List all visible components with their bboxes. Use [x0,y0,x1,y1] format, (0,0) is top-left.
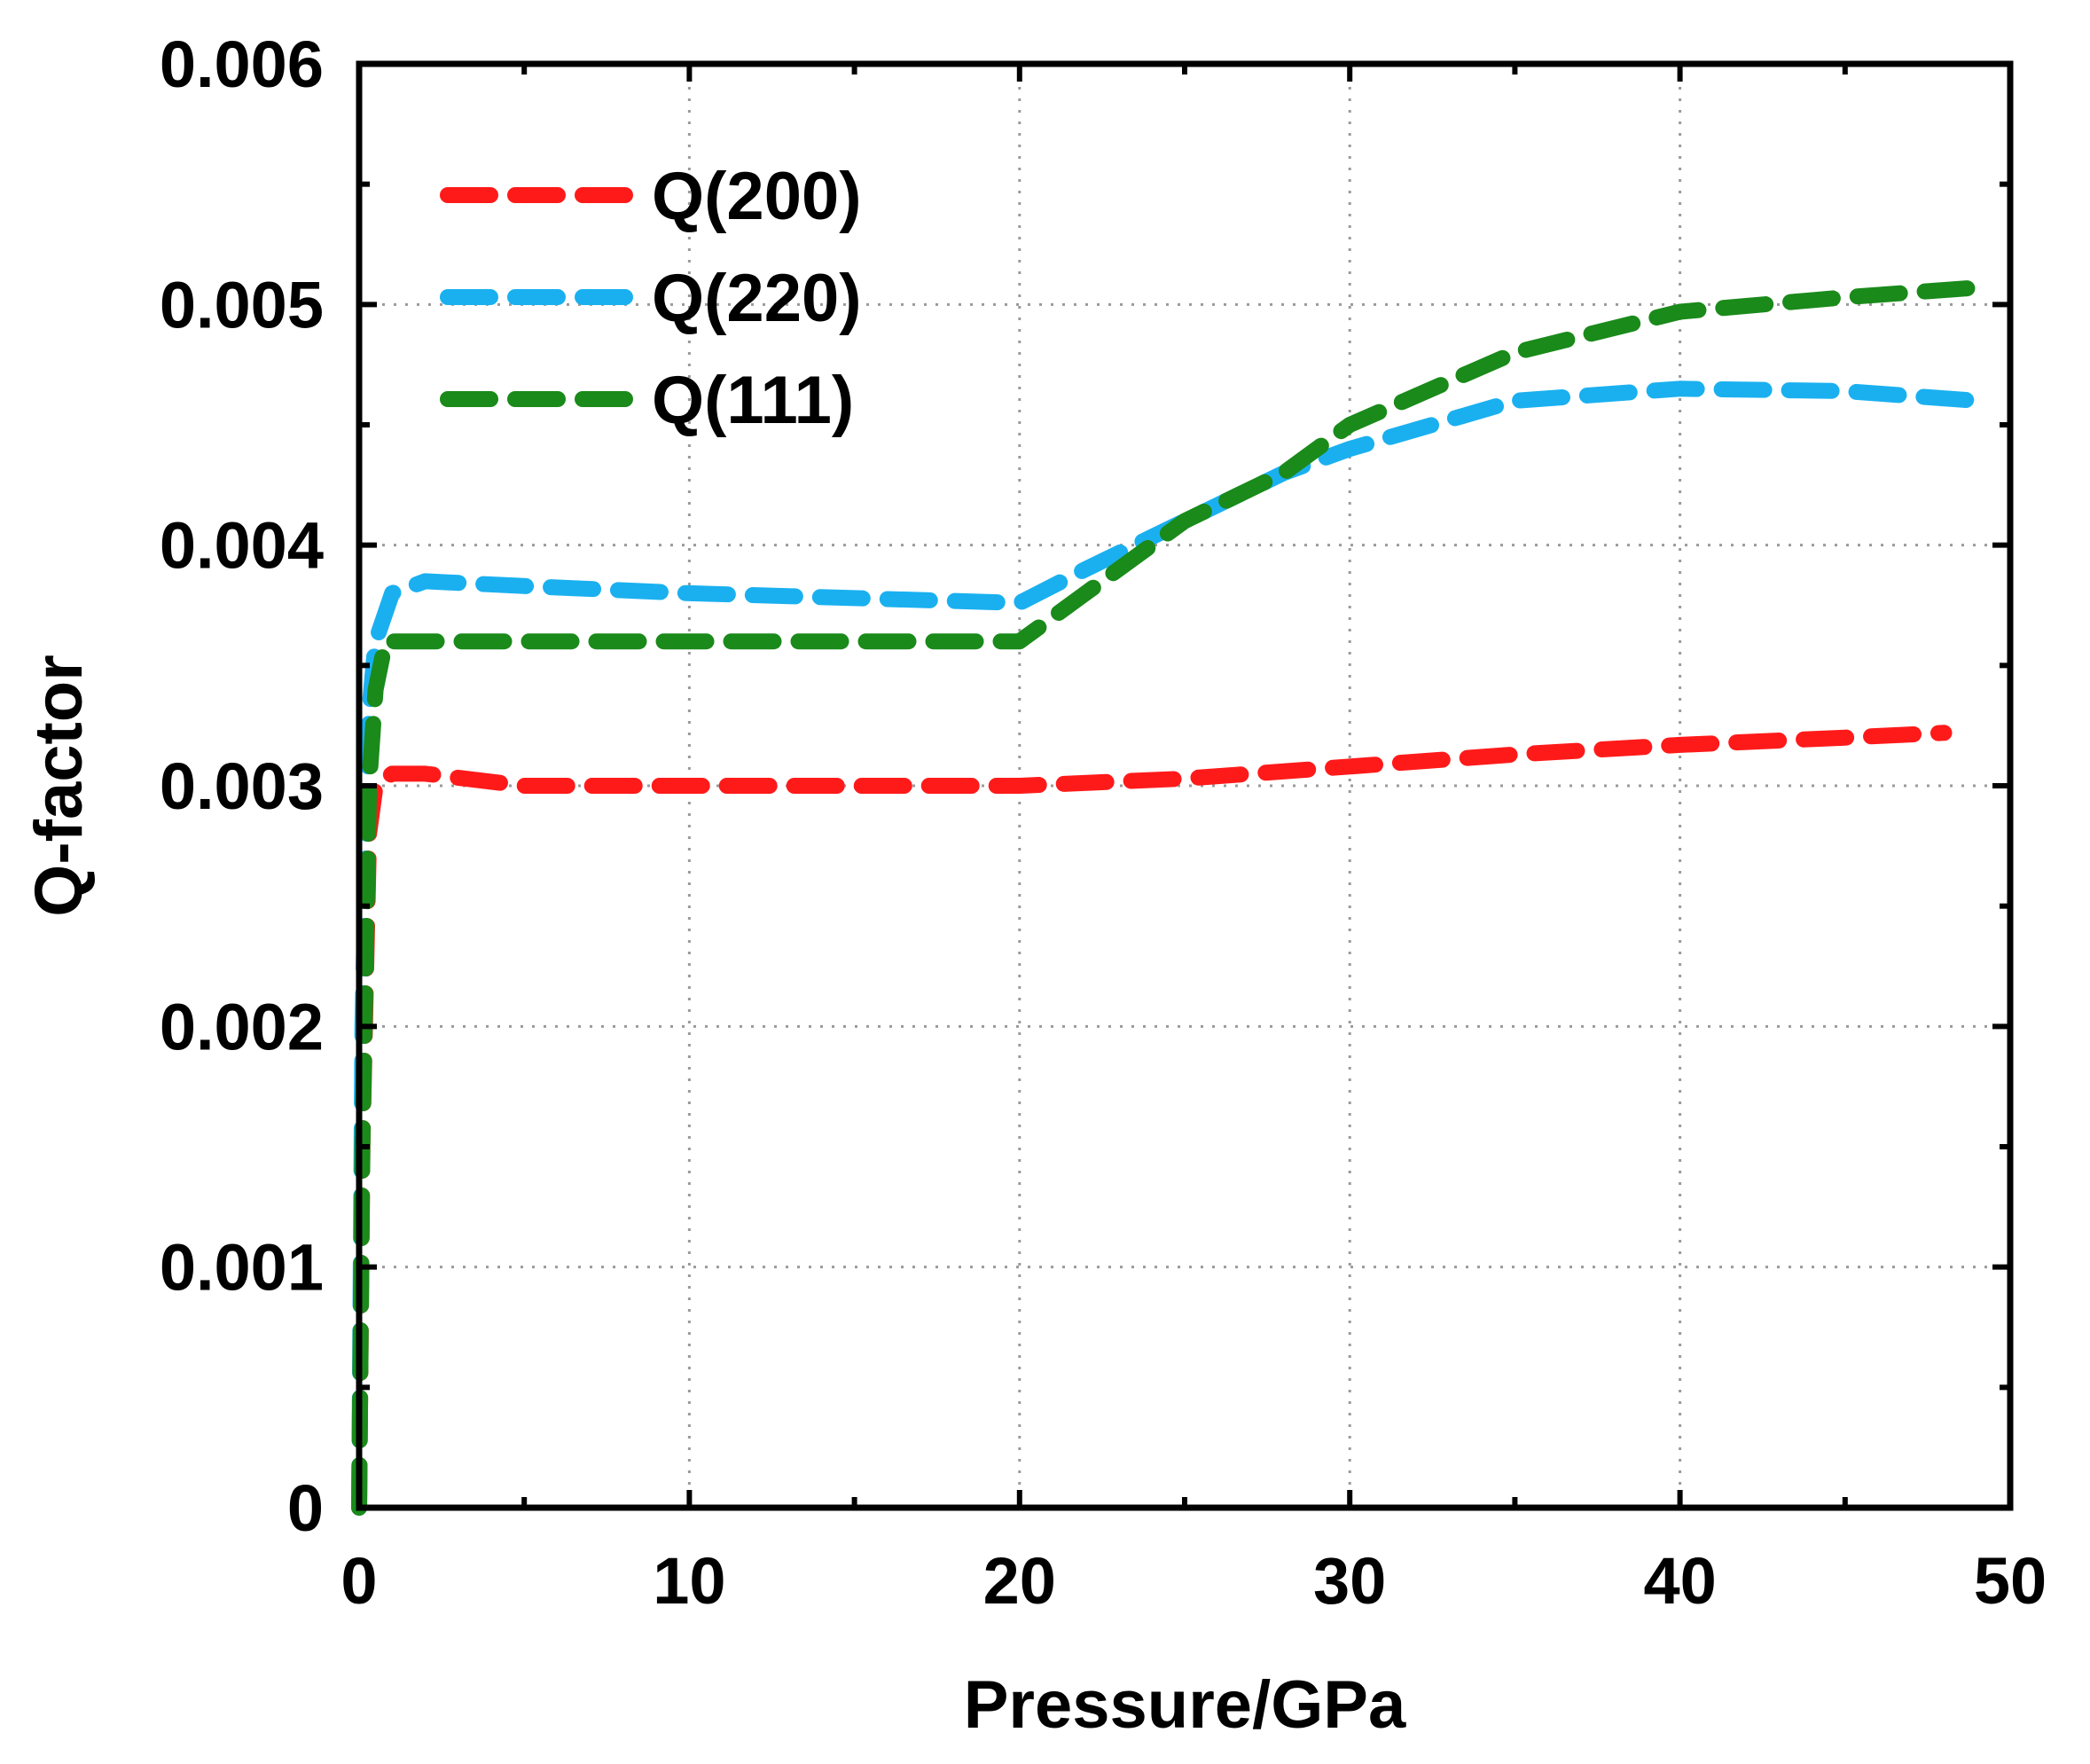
legend-label: Q(200) [652,159,862,234]
series-line-q220 [351,380,1985,1516]
x-tick-label: 50 [1974,1544,2047,1618]
x-tick-label: 40 [1643,1544,1716,1618]
y-tick-label: 0 [287,1471,324,1545]
x-tick-label: 0 [341,1544,377,1618]
x-tick-label: 20 [983,1544,1056,1618]
series-line-q111 [351,279,1985,1516]
legend-label: Q(220) [652,261,862,336]
series-line-q200 [351,725,1953,1516]
y-tick-label: 0.003 [160,749,324,823]
legend-label: Q(111) [652,363,854,438]
axis-ticks [356,61,2013,1510]
x-tick-label: 30 [1313,1544,1386,1618]
y-axis-title: Q-factor [21,655,97,917]
legend: Q(200) Q(220) Q(111) [440,159,862,438]
series-lines [351,279,1985,1516]
x-axis-title: Pressure/GPa [964,1667,1406,1743]
y-tick-labels: 0 0.001 0.002 0.003 0.004 0.005 0.006 [160,27,324,1545]
y-tick-label: 0.002 [160,990,324,1063]
x-tick-labels: 0 10 20 30 40 50 [341,1544,2047,1618]
y-tick-label: 0.006 [160,27,324,101]
x-tick-label: 10 [653,1544,725,1618]
y-tick-label: 0.005 [160,268,324,341]
y-tick-label: 0.001 [160,1231,324,1305]
y-tick-label: 0.004 [160,509,324,583]
